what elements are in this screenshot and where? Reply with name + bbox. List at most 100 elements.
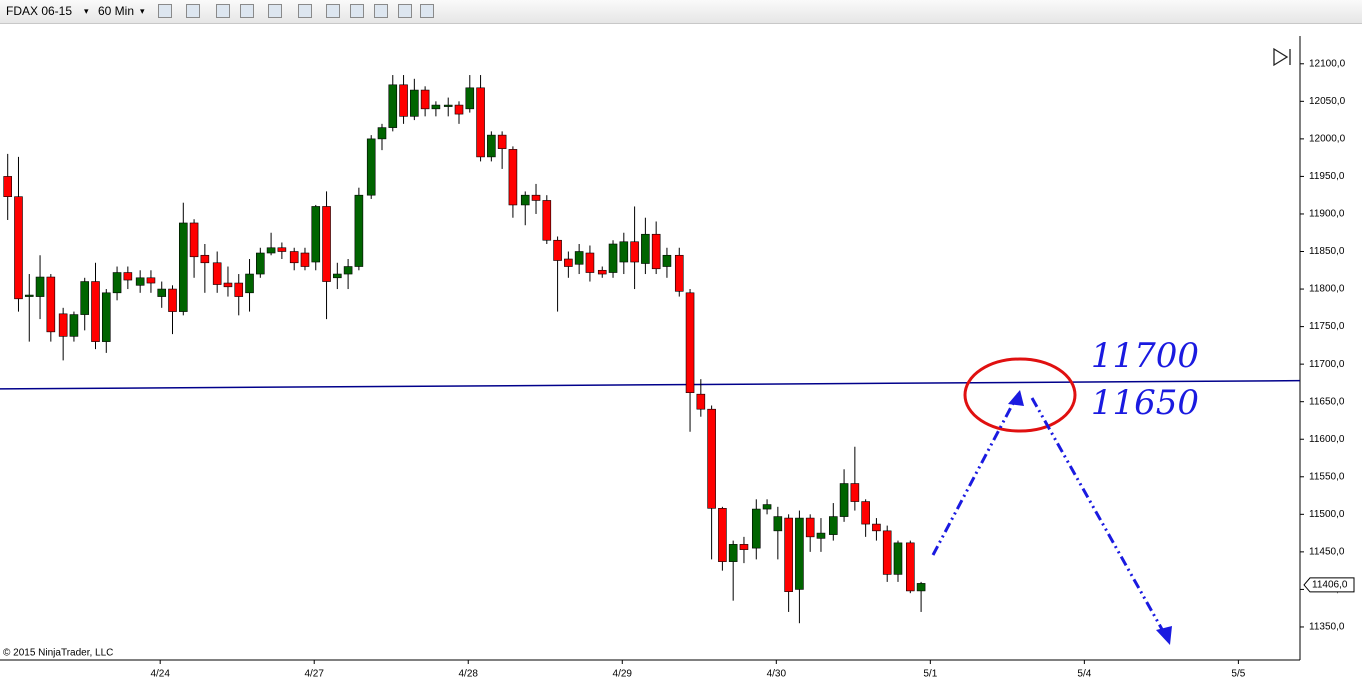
strategies-button[interactable] (350, 4, 364, 18)
candle-body (585, 252, 595, 273)
y-tick-label: 11350,0 (1309, 622, 1345, 633)
candle-body (69, 314, 79, 337)
x-tick-label: 4/27 (304, 669, 324, 680)
candle-body (322, 206, 331, 282)
candle-body (300, 252, 310, 267)
candle-body (354, 194, 364, 267)
candle-body (366, 138, 376, 196)
y-tick-label: 11700,0 (1309, 359, 1345, 370)
x-tick-label: 5/5 (1231, 669, 1245, 680)
candle-body (839, 483, 849, 517)
y-tick-label: 11750,0 (1309, 321, 1345, 332)
data-box-button[interactable] (398, 4, 412, 18)
y-tick-label: 12050,0 (1309, 96, 1346, 107)
candle-body (443, 104, 453, 107)
candle-body (906, 542, 915, 592)
annotation: 11650 (1091, 383, 1199, 423)
draw-button[interactable] (186, 4, 200, 18)
select-button[interactable] (268, 4, 282, 18)
candle-body (696, 393, 706, 410)
candle-body (542, 200, 552, 241)
annotation: 11700 (1091, 336, 1199, 376)
y-tick-label: 11950,0 (1309, 171, 1345, 182)
indicators-button[interactable] (326, 4, 340, 18)
candle-body (762, 504, 772, 510)
projection-arrows (931, 393, 1170, 641)
candle-body (476, 87, 485, 158)
candle-body (80, 281, 90, 315)
page: {"toolbar": {"instrument": "FDAX 06-15",… (0, 0, 1362, 680)
crosshair-button[interactable] (216, 4, 230, 18)
candle-body (91, 281, 100, 342)
candle-body (178, 222, 188, 312)
y-tick-label: 11650,0 (1309, 396, 1345, 407)
highlight-ellipse (963, 357, 1077, 433)
x-tick-label: 4/29 (613, 669, 633, 680)
candle-body (641, 233, 650, 264)
candle-body (277, 247, 287, 252)
candle-body (861, 501, 870, 525)
candle-body (850, 483, 860, 502)
candle-body (662, 254, 672, 267)
candle-body (728, 544, 738, 562)
candle-body (608, 243, 618, 273)
candle-body (420, 89, 430, 110)
candle-body (916, 583, 926, 592)
candle-body (674, 254, 684, 292)
candle-body (58, 313, 68, 337)
candle-body (135, 277, 145, 286)
candle-body (112, 272, 122, 294)
dropdown[interactable]: ▾ (84, 6, 89, 16)
candle-body (431, 104, 441, 110)
candle-body (630, 241, 639, 263)
interval[interactable]: 60 Min (98, 4, 135, 18)
candle-body (872, 523, 881, 532)
candle-body (784, 517, 793, 592)
candle-body (651, 233, 661, 270)
candle-body (377, 127, 387, 140)
candle-body (311, 206, 321, 263)
candle-body (410, 89, 419, 117)
scroll-end-button[interactable] (1273, 47, 1291, 67)
x-tick-label: 4/28 (459, 669, 479, 680)
y-tick-label: 12100,0 (1309, 58, 1346, 69)
x-tick-label: 5/4 (1077, 669, 1091, 680)
candle-body (266, 247, 276, 254)
candle-body (739, 544, 749, 550)
candle-body (553, 239, 562, 261)
toolbar: FDAX 06-15 ▾ 60 Min ▾ (0, 0, 1362, 24)
candle-body (564, 258, 573, 267)
candle-body (189, 222, 199, 258)
candle-body (619, 241, 629, 263)
candle-body (123, 272, 133, 281)
zoom-button[interactable] (298, 4, 312, 18)
candle-body (333, 273, 342, 279)
candle-body (454, 104, 464, 115)
candle-body (707, 408, 716, 509)
last-price-marker (1303, 577, 1355, 593)
dropdown[interactable]: ▾ (140, 6, 145, 16)
candle-body (497, 134, 507, 149)
y-tick-label: 11500,0 (1309, 509, 1345, 520)
candle-body (751, 508, 761, 549)
candle-body (795, 517, 804, 590)
candle-body (256, 252, 265, 275)
chart: © 2015 NinjaTrader, LLC 11350,011400,011… (0, 36, 1355, 680)
candle-body (520, 194, 530, 206)
candle-body (388, 84, 398, 128)
candle-body (343, 266, 353, 275)
candle-body (508, 149, 518, 206)
candle-body (773, 516, 783, 532)
y-tick-label: 11900,0 (1309, 209, 1345, 220)
chart-style-button[interactable] (158, 4, 172, 18)
pin-button[interactable] (240, 4, 254, 18)
candle-body (487, 134, 496, 158)
candle-body (101, 292, 111, 342)
y-tick-label: 11450,0 (1309, 547, 1345, 558)
window-button[interactable] (420, 4, 434, 18)
instrument[interactable]: FDAX 06-15 (6, 4, 73, 18)
candle-body (399, 84, 408, 117)
candle-body (828, 516, 838, 535)
properties-button[interactable] (374, 4, 388, 18)
candle-body (465, 87, 475, 110)
